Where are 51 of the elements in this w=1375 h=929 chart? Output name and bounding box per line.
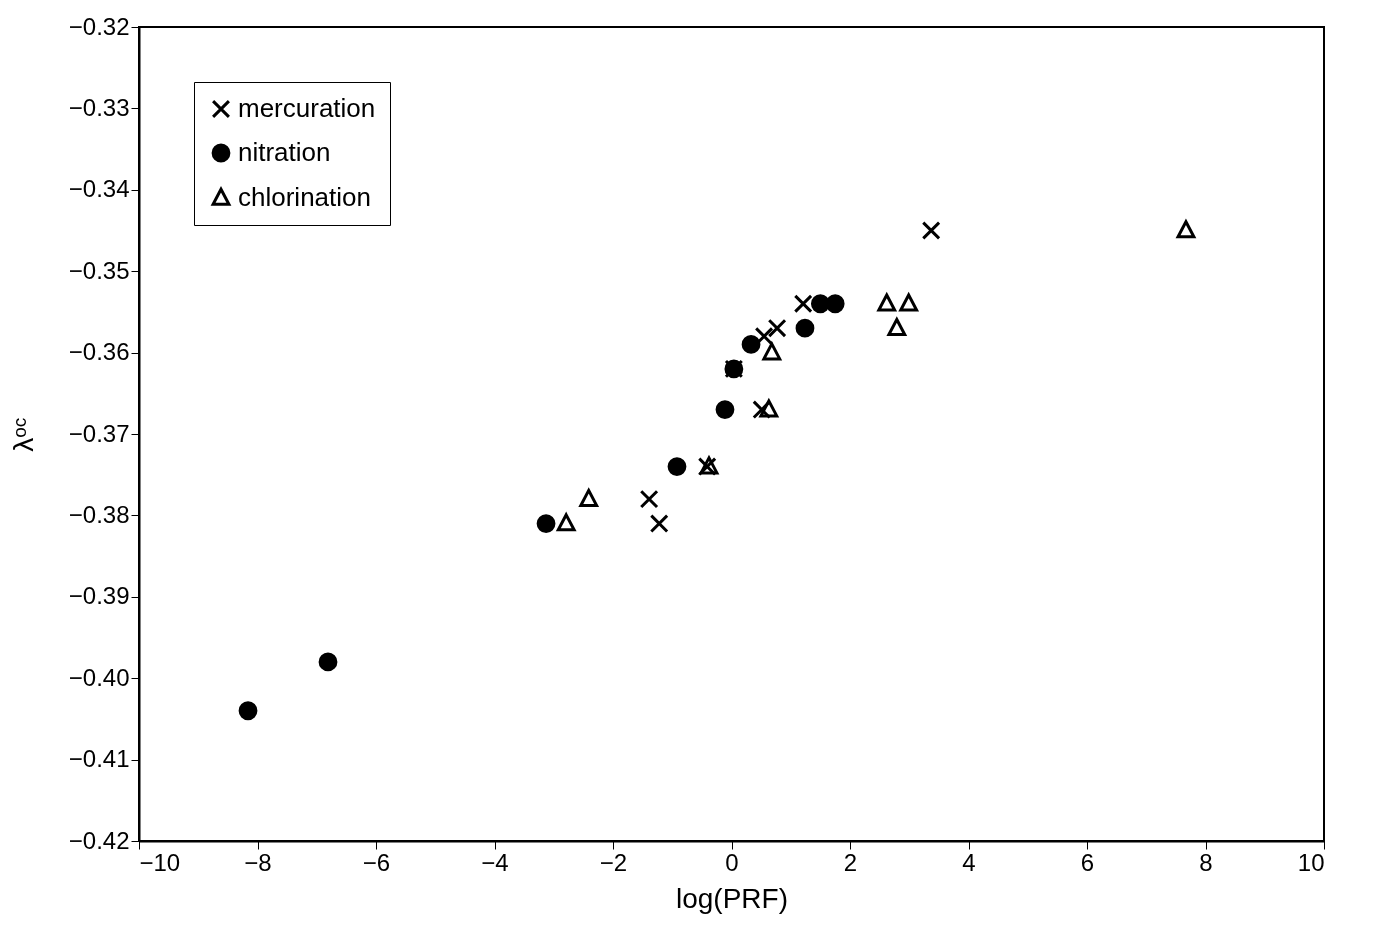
point: [793, 294, 813, 314]
y-tick-label: −0.41: [68, 745, 130, 773]
point: [921, 221, 941, 240]
point: [536, 514, 556, 533]
point: [639, 489, 659, 509]
point: [810, 294, 830, 314]
point: [752, 400, 772, 419]
y-tick-label: −0.34: [68, 175, 130, 203]
x-tick-label: −2: [599, 848, 628, 876]
point: [825, 294, 845, 314]
point: [898, 291, 919, 312]
point: [762, 342, 782, 361]
x-tick-label: 8: [1199, 848, 1213, 876]
point: [667, 457, 687, 476]
x-tick-label: −10: [139, 848, 181, 876]
y-tick-label: −0.32: [68, 12, 130, 40]
point: [238, 701, 258, 721]
point: [579, 488, 599, 507]
y-tick-label: −0.36: [68, 338, 130, 366]
legend-label: chlorination: [238, 182, 371, 212]
x-axis-title: log(PRF): [675, 882, 789, 914]
point: [1176, 220, 1196, 239]
point: [876, 291, 897, 312]
point: [759, 399, 779, 418]
point: [767, 318, 787, 338]
x-tick-label: 0: [725, 848, 739, 876]
point: [318, 652, 338, 672]
x-tick-label: 4: [962, 848, 976, 876]
y-tick-label: −0.33: [68, 93, 130, 121]
legend-label: nitration: [238, 137, 331, 167]
x-tick-label: 2: [843, 848, 858, 876]
point: [887, 317, 907, 336]
x-tick-label: −4: [481, 848, 509, 876]
y-tick-label: −0.40: [68, 663, 130, 691]
x-tick-label: −6: [362, 848, 391, 876]
y-axis-title: λᵒᶜ: [7, 417, 39, 452]
y-tick-label: −0.37: [68, 419, 130, 447]
y-tick-label: −0.35: [68, 256, 130, 284]
point: [715, 400, 735, 419]
x-tick-label: 10: [1297, 848, 1325, 876]
point: [556, 513, 576, 532]
point: [741, 335, 761, 354]
y-tick-label: −0.42: [68, 826, 130, 854]
legend-label: mercuration: [238, 93, 376, 123]
point: [649, 514, 669, 533]
y-tick-label: −0.39: [68, 582, 130, 610]
point: [795, 318, 815, 338]
x-tick-label: −8: [244, 848, 272, 876]
y-tick-label: −0.38: [68, 500, 130, 528]
point: [754, 326, 774, 346]
x-tick-label: 6: [1080, 848, 1095, 876]
